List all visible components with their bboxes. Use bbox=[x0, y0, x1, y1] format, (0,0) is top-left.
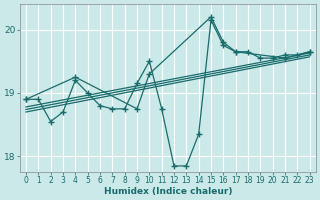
X-axis label: Humidex (Indice chaleur): Humidex (Indice chaleur) bbox=[104, 187, 232, 196]
